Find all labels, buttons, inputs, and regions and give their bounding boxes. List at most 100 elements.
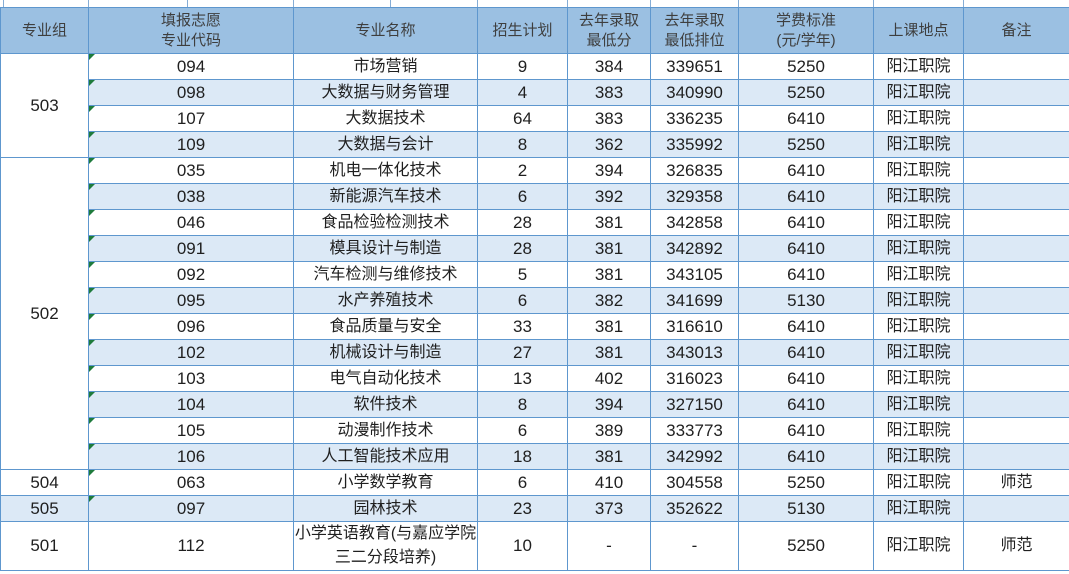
cell-class-location[interactable]: 阳江职院	[873, 53, 964, 80]
cell-class-location[interactable]: 阳江职院	[873, 313, 964, 340]
cell-enrollment-plan[interactable]: 6	[477, 469, 568, 496]
cell-remark[interactable]	[963, 79, 1069, 106]
cell-major-name[interactable]: 食品检验检测技术	[293, 209, 478, 236]
cell-last-year-min-rank[interactable]: 333773	[650, 417, 739, 444]
cell-last-year-min-rank[interactable]: 342858	[650, 209, 739, 236]
cell-tuition[interactable]: 6410	[738, 157, 874, 184]
cell-last-year-min-rank[interactable]: 335992	[650, 131, 739, 158]
cell-last-year-min-score[interactable]: 381	[567, 339, 651, 366]
cell-tuition[interactable]: 6410	[738, 235, 874, 262]
cell-class-location[interactable]: 阳江职院	[873, 105, 964, 132]
cell-major-code[interactable]: 098	[88, 79, 294, 106]
cell-major-name[interactable]: 机电一体化技术	[293, 157, 478, 184]
cell-remark[interactable]	[963, 313, 1069, 340]
header-last-year-min-rank[interactable]: 去年录取 最低排位	[650, 7, 739, 54]
cell-enrollment-plan[interactable]: 23	[477, 495, 568, 522]
cell-remark[interactable]	[963, 391, 1069, 418]
cell-major-code[interactable]: 109	[88, 131, 294, 158]
header-remark[interactable]: 备注	[963, 7, 1069, 54]
cell-class-location[interactable]: 阳江职院	[873, 235, 964, 262]
cell-class-location[interactable]: 阳江职院	[873, 521, 964, 571]
cell-last-year-min-score[interactable]: 392	[567, 183, 651, 210]
cell-major-name[interactable]: 小学数学教育	[293, 469, 478, 496]
cell-major-group[interactable]: 503	[0, 53, 89, 158]
cell-remark[interactable]	[963, 105, 1069, 132]
cell-tuition[interactable]: 5250	[738, 79, 874, 106]
cell-last-year-min-score[interactable]: 394	[567, 391, 651, 418]
cell-remark[interactable]	[963, 183, 1069, 210]
cell-class-location[interactable]: 阳江职院	[873, 365, 964, 392]
cell-tuition[interactable]: 6410	[738, 391, 874, 418]
cell-last-year-min-rank[interactable]: 316023	[650, 365, 739, 392]
cell-last-year-min-rank[interactable]: 342892	[650, 235, 739, 262]
cell-major-name[interactable]: 机械设计与制造	[293, 339, 478, 366]
cell-tuition[interactable]: 5130	[738, 287, 874, 314]
cell-enrollment-plan[interactable]: 6	[477, 417, 568, 444]
cell-remark[interactable]	[963, 287, 1069, 314]
cell-major-code[interactable]: 106	[88, 443, 294, 470]
cell-major-name[interactable]: 市场营销	[293, 53, 478, 80]
cell-last-year-min-score[interactable]: 381	[567, 209, 651, 236]
cell-enrollment-plan[interactable]: 8	[477, 391, 568, 418]
cell-last-year-min-score[interactable]: 402	[567, 365, 651, 392]
cell-class-location[interactable]: 阳江职院	[873, 287, 964, 314]
cell-last-year-min-score[interactable]: 394	[567, 157, 651, 184]
header-class-location[interactable]: 上课地点	[873, 7, 964, 54]
cell-last-year-min-rank[interactable]: 342992	[650, 443, 739, 470]
cell-last-year-min-score[interactable]: 381	[567, 261, 651, 288]
cell-major-group[interactable]: 501	[0, 521, 89, 571]
cell-major-code[interactable]: 104	[88, 391, 294, 418]
cell-enrollment-plan[interactable]: 13	[477, 365, 568, 392]
cell-last-year-min-rank[interactable]: 304558	[650, 469, 739, 496]
cell-remark[interactable]	[963, 53, 1069, 80]
cell-major-code[interactable]: 105	[88, 417, 294, 444]
cell-last-year-min-score[interactable]: 381	[567, 235, 651, 262]
cell-enrollment-plan[interactable]: 9	[477, 53, 568, 80]
cell-remark[interactable]	[963, 209, 1069, 236]
cell-last-year-min-score[interactable]: 362	[567, 131, 651, 158]
cell-major-name[interactable]: 动漫制作技术	[293, 417, 478, 444]
cell-class-location[interactable]: 阳江职院	[873, 261, 964, 288]
cell-tuition[interactable]: 5250	[738, 521, 874, 571]
header-major-code[interactable]: 填报志愿 专业代码	[88, 7, 294, 54]
cell-enrollment-plan[interactable]: 2	[477, 157, 568, 184]
cell-enrollment-plan[interactable]: 33	[477, 313, 568, 340]
cell-last-year-min-score[interactable]: 384	[567, 53, 651, 80]
cell-last-year-min-score[interactable]: 410	[567, 469, 651, 496]
cell-major-code[interactable]: 035	[88, 157, 294, 184]
cell-major-name[interactable]: 水产养殖技术	[293, 287, 478, 314]
cell-tuition[interactable]: 6410	[738, 417, 874, 444]
cell-last-year-min-score[interactable]: 381	[567, 443, 651, 470]
cell-last-year-min-score[interactable]: 383	[567, 79, 651, 106]
cell-remark[interactable]	[963, 261, 1069, 288]
header-major-name[interactable]: 专业名称	[293, 7, 478, 54]
cell-class-location[interactable]: 阳江职院	[873, 79, 964, 106]
cell-tuition[interactable]: 6410	[738, 209, 874, 236]
cell-class-location[interactable]: 阳江职院	[873, 443, 964, 470]
cell-major-name[interactable]: 园林技术	[293, 495, 478, 522]
cell-class-location[interactable]: 阳江职院	[873, 183, 964, 210]
cell-last-year-min-rank[interactable]: 316610	[650, 313, 739, 340]
cell-enrollment-plan[interactable]: 27	[477, 339, 568, 366]
cell-major-code[interactable]: 038	[88, 183, 294, 210]
cell-last-year-min-rank[interactable]: 327150	[650, 391, 739, 418]
header-tuition[interactable]: 学费标准 (元/学年)	[738, 7, 874, 54]
cell-major-name[interactable]: 软件技术	[293, 391, 478, 418]
cell-major-name[interactable]: 汽车检测与维修技术	[293, 261, 478, 288]
cell-tuition[interactable]: 5250	[738, 53, 874, 80]
cell-major-code[interactable]: 102	[88, 339, 294, 366]
cell-major-name[interactable]: 模具设计与制造	[293, 235, 478, 262]
cell-last-year-min-rank[interactable]: 336235	[650, 105, 739, 132]
header-major-group[interactable]: 专业组	[0, 7, 89, 54]
cell-remark[interactable]	[963, 495, 1069, 522]
cell-last-year-min-rank[interactable]: 343105	[650, 261, 739, 288]
cell-last-year-min-score[interactable]: 373	[567, 495, 651, 522]
cell-major-name[interactable]: 小学英语教育(与嘉应学院三二分段培养)	[293, 521, 478, 571]
cell-major-code[interactable]: 096	[88, 313, 294, 340]
cell-enrollment-plan[interactable]: 6	[477, 287, 568, 314]
cell-remark[interactable]	[963, 417, 1069, 444]
cell-remark[interactable]	[963, 443, 1069, 470]
cell-tuition[interactable]: 5250	[738, 131, 874, 158]
cell-class-location[interactable]: 阳江职院	[873, 469, 964, 496]
cell-tuition[interactable]: 5130	[738, 495, 874, 522]
